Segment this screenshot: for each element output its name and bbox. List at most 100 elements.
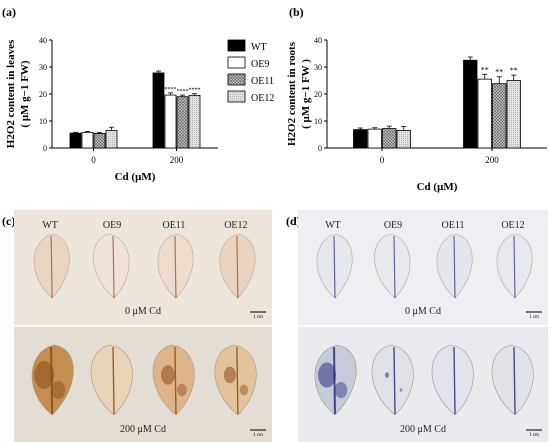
y-tick-label: 40 (314, 36, 322, 45)
y-tick-label: 20 (314, 90, 322, 99)
leaf-cd-treated (314, 344, 357, 416)
genotype-label-oe11: OE11 (442, 220, 465, 231)
caption-cd: 200 μM Cd (400, 424, 446, 435)
significance-mark: **** (177, 89, 189, 95)
genotype-label-oe11: OE11 (162, 220, 185, 231)
leaf-midrib (112, 235, 115, 299)
leaf-midrib (453, 346, 456, 415)
leaf-cd-treated (90, 344, 133, 416)
x-axis-label: Cd (μM) (115, 171, 156, 183)
leaf-midrib (50, 235, 53, 299)
bar-oe12-0 (105, 130, 118, 149)
bar-oe9-200 (477, 78, 492, 149)
stain-blotch (334, 381, 348, 399)
leaf-cd-treated (371, 344, 414, 416)
legend-label-wt: WT (251, 42, 267, 53)
x-tick-label: 200 (485, 155, 499, 165)
genotype-label-wt: WT (42, 220, 58, 231)
genotype-label-oe9: OE9 (103, 220, 121, 231)
panel-label: (a) (2, 5, 16, 19)
significance-mark: **** (165, 87, 177, 93)
bar-oe9-200 (164, 94, 177, 149)
y-tick-label: 30 (39, 63, 47, 72)
significance-mark: ** (510, 66, 518, 75)
genotype-label-oe12: OE12 (224, 220, 247, 231)
leaf-cd-treated (214, 344, 257, 416)
y-axis-unit: ( μM g−1 FW) (19, 60, 31, 128)
photo-c-image: WT OE9 OE11 OE12 0 μM Cd 200 μM Cd 1 cm 1 cm (14, 210, 272, 442)
legend-swatch-oe11 (227, 73, 246, 86)
bar-oe12-0 (396, 130, 411, 149)
genotype-label-oe9: OE9 (384, 220, 402, 231)
scale-bar-top-label: 1 cm (253, 315, 263, 320)
significance-mark: ** (495, 68, 503, 77)
stain-blotch (385, 372, 389, 378)
stain-blotch (34, 361, 55, 389)
photo-d-image: WT OE9 OE11 OE12 0 μM Cd 200 μM Cd 1 cm 1 cm (298, 210, 548, 442)
stain-blotch (160, 365, 175, 385)
leaf-midrib (333, 235, 336, 299)
bar-oe9-0 (367, 128, 382, 149)
stain-blotch (239, 384, 249, 396)
bar-oe12-200 (188, 94, 201, 149)
scale-bar-bottom-label: 1 cm (529, 433, 539, 438)
x-tick-label: 0 (91, 155, 96, 165)
y-axis-label: H2O2 content in leaves (5, 39, 17, 148)
legend-swatch-wt (227, 39, 246, 52)
y-tick-label: 0 (43, 144, 47, 153)
photo-d-panel: (d) WT OE9 OE11 OE12 0 μM Cd 200 μM Cd 1 cm 1 c… (280, 210, 550, 442)
bar-wt-200 (152, 72, 165, 149)
bar-oe11-0 (382, 128, 397, 149)
bar-wt-0 (69, 132, 82, 149)
scale-bar-bottom-label: 1 cm (253, 433, 263, 438)
significance-mark: ** (481, 65, 489, 74)
stain-blotch (51, 381, 66, 399)
leaf-midrib (112, 346, 115, 415)
bar-oe11-0 (93, 133, 106, 149)
bar-oe9-0 (81, 131, 94, 149)
y-tick-label: 10 (314, 117, 322, 126)
stain-blotch (399, 388, 403, 392)
caption-control: 0 μM Cd (125, 306, 161, 317)
leaf-cd-treated (431, 344, 474, 416)
leaf-cd-treated (491, 344, 534, 416)
chart-a-panel: (a) 0 10 20 30 40 H2O2 content in leaves( μM g… (0, 0, 285, 205)
leaf-midrib (513, 346, 516, 415)
bar-oe11-200 (492, 83, 507, 149)
genotype-label-oe12: OE12 (501, 220, 524, 231)
y-axis-label: H2O2 content in roots (286, 41, 298, 146)
chart-b-panel: (b) 0 10 20 30 40 H2O2 content in roots( μM g−… (285, 0, 550, 205)
leaf-midrib (174, 235, 177, 299)
bar-oe12-200 (506, 80, 521, 149)
photo-c-panel: (c) WT OE9 OE11 OE12 0 μM Cd 200 μM Cd 1 cm 1 c… (0, 210, 275, 442)
leaf-midrib (393, 235, 396, 299)
leaf-midrib (236, 235, 239, 299)
stain-blotch (223, 366, 236, 384)
bar-wt-200 (463, 59, 478, 149)
legend-label-oe11: OE11 (251, 76, 274, 87)
significance-mark: **** (189, 88, 201, 94)
y-tick-label: 40 (39, 36, 47, 45)
leaf-midrib (393, 346, 396, 415)
chart-b: (b) 0 10 20 30 40 H2O2 content in roots( μM g−… (286, 5, 547, 193)
legend-label-oe12: OE12 (251, 93, 274, 104)
caption-cd: 200 μM Cd (120, 424, 166, 435)
legend-swatch-oe9 (227, 56, 246, 69)
photo-d-label: (d) (286, 214, 301, 228)
caption-control: 0 μM Cd (405, 306, 441, 317)
leaf-midrib (513, 235, 516, 299)
y-tick-label: 0 (318, 144, 322, 153)
y-axis-unit: ( μM g−1 FW ) (300, 59, 312, 129)
legend-label-oe9: OE9 (251, 59, 269, 70)
y-tick-label: 10 (39, 117, 47, 126)
photo-c-label: (c) (2, 214, 16, 228)
leaf-midrib (236, 346, 239, 415)
legend-swatch-oe12 (227, 90, 246, 103)
chart-a: (a) 0 10 20 30 40 H2O2 content in leaves( μM g… (2, 5, 274, 183)
x-tick-label: 0 (380, 155, 385, 165)
genotype-label-wt: WT (325, 220, 341, 231)
bar-oe11-200 (176, 96, 189, 149)
panel-label: (b) (289, 5, 304, 19)
scale-bar-top-label: 1 cm (529, 315, 539, 320)
y-tick-label: 30 (314, 63, 322, 72)
